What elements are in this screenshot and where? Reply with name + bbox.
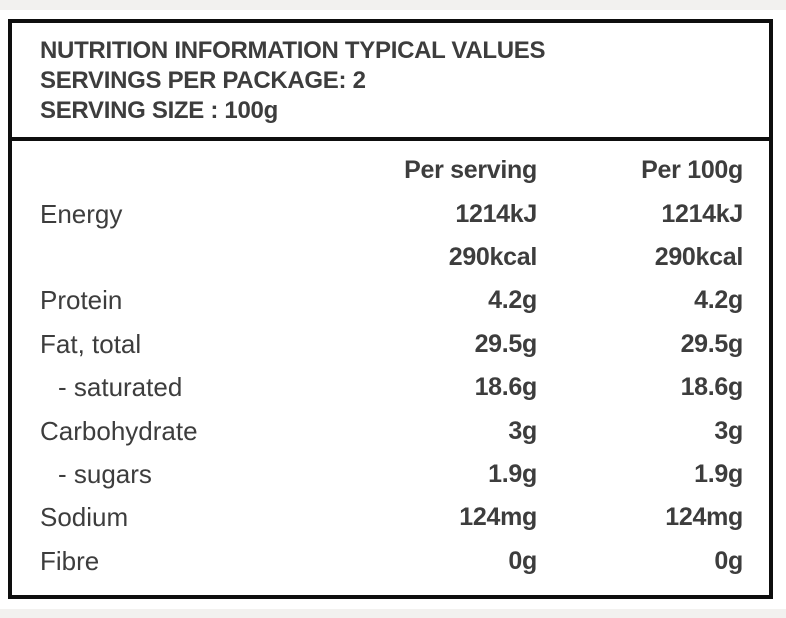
table-row-fat-total: Fat, total 29.5g 29.5g <box>40 323 743 366</box>
value-per-serving: 290kcal <box>448 243 538 272</box>
table-row-sodium: Sodium 124mg 124mg <box>40 496 743 539</box>
bottom-strip <box>0 609 786 618</box>
value-per-serving: 18.6g <box>474 373 538 402</box>
value-per-100g: 290kcal <box>654 243 744 272</box>
value-per-100g: 3g <box>714 416 743 445</box>
value-per-serving: 1214kJ <box>455 199 537 228</box>
value-per-100g: 4.2g <box>694 286 743 315</box>
table-row-saturated-fat: - saturated 18.6g 18.6g <box>40 366 743 409</box>
table-row-sugars: - sugars 1.9g 1.9g <box>40 453 743 496</box>
serving-size: SERVING SIZE : 100g <box>40 97 278 124</box>
nutrition-table: Per serving Per 100g Energy 1214kJ 1214k… <box>12 141 769 595</box>
row-label: Protein <box>40 285 123 316</box>
row-label: Energy <box>40 198 123 229</box>
top-strip <box>0 0 786 10</box>
value-per-100g: 18.6g <box>680 373 744 402</box>
label-header: NUTRITION INFORMATION TYPICAL VALUES SER… <box>12 23 769 141</box>
value-per-100g: 1.9g <box>694 460 743 489</box>
row-label: Sodium <box>40 502 129 533</box>
table-header-row: Per serving Per 100g <box>40 149 743 192</box>
column-header-per-serving: Per serving <box>404 156 537 185</box>
value-per-serving: 124mg <box>459 503 537 532</box>
value-per-100g: 0g <box>714 546 743 575</box>
row-label: - sugars <box>58 459 152 490</box>
table-row-protein: Protein 4.2g 4.2g <box>40 279 743 322</box>
row-label: Fibre <box>40 545 100 576</box>
value-per-100g: 1214kJ <box>661 199 743 228</box>
value-per-100g: 29.5g <box>680 329 744 358</box>
value-per-serving: 4.2g <box>488 286 537 315</box>
nutrition-label: NUTRITION INFORMATION TYPICAL VALUES SER… <box>8 19 773 599</box>
table-row-carbohydrate: Carbohydrate 3g 3g <box>40 409 743 452</box>
row-label: Fat, total <box>40 328 142 359</box>
column-header-per-100g: Per 100g <box>641 156 743 185</box>
value-per-serving: 0g <box>508 546 537 575</box>
table-row-fibre: Fibre 0g 0g <box>40 540 743 583</box>
value-per-serving: 29.5g <box>474 329 538 358</box>
value-per-serving: 1.9g <box>488 460 537 489</box>
value-per-100g: 124mg <box>665 503 743 532</box>
table-row-energy-kcal: 290kcal 290kcal <box>40 236 744 279</box>
servings-per-package: SERVINGS PER PACKAGE: 2 <box>40 67 366 94</box>
table-row-energy-kj: Energy 1214kJ 1214kJ <box>40 192 743 235</box>
value-per-serving: 3g <box>508 416 537 445</box>
row-label: Carbohydrate <box>40 415 198 446</box>
row-label: - saturated <box>58 372 183 403</box>
label-title: NUTRITION INFORMATION TYPICAL VALUES <box>40 37 546 64</box>
